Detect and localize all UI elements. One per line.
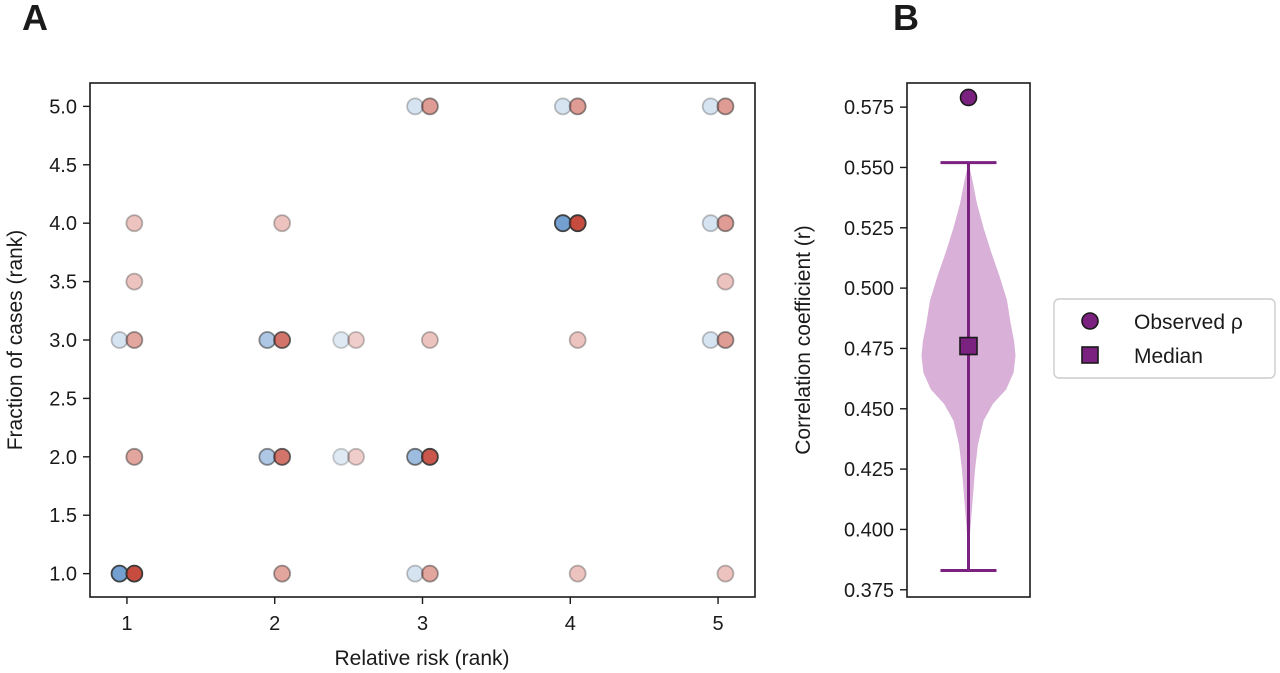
scatter-point-red xyxy=(273,447,292,466)
x-tick-label: 4 xyxy=(565,613,576,635)
scatter-point-red xyxy=(125,564,144,583)
panel-letter-a: A xyxy=(22,0,48,38)
y-axis-ticks-b: 0.375 0.400 0.425 0.450 0.475 0.500 0.525 0.550… xyxy=(844,97,907,602)
plot-frame-a xyxy=(89,82,756,598)
scatter-point-blue xyxy=(258,447,277,466)
x-axis-ticks: 1 2 3 4 5 xyxy=(121,597,724,635)
y-tick-label-b: 0.475 xyxy=(844,338,894,360)
scatter-points xyxy=(110,97,735,583)
x-tick-label: 5 xyxy=(712,613,723,635)
scatter-point-blue xyxy=(701,97,720,116)
x-tick-label: 2 xyxy=(269,613,280,635)
median-marker xyxy=(959,336,978,356)
y-tick-label: 5.0 xyxy=(49,96,77,118)
scatter-point-red xyxy=(273,564,292,583)
scatter-point-blue xyxy=(701,331,720,349)
scatter-point-red xyxy=(125,447,144,466)
scatter-point-red xyxy=(125,214,144,233)
legend: Observed ρ Median xyxy=(1053,298,1276,379)
scatter-point-red xyxy=(716,331,735,349)
x-tick-label: 1 xyxy=(121,613,132,635)
legend-median-marker xyxy=(1081,346,1099,364)
y-tick-label-b: 0.375 xyxy=(844,580,894,602)
y-tick-label-b: 0.575 xyxy=(844,97,894,119)
scatter-point-red xyxy=(125,272,144,291)
y-tick-label: 2.5 xyxy=(49,388,77,410)
scatter-point-red xyxy=(420,331,439,349)
y-axis-label-b: Correlation coefficient (r) xyxy=(792,225,815,455)
scatter-point-red xyxy=(716,564,735,583)
legend-box xyxy=(1053,298,1276,379)
y-tick-label: 3.0 xyxy=(49,330,77,352)
scatter-point-blue xyxy=(701,214,720,233)
scatter-point-red xyxy=(420,447,439,466)
y-tick-label-b: 0.500 xyxy=(844,278,894,300)
scatter-point-red xyxy=(568,331,587,349)
legend-observed-marker xyxy=(1081,312,1099,330)
y-tick-label: 2.0 xyxy=(49,447,77,469)
y-axis-label: Fraction of cases (rank) xyxy=(4,230,27,451)
y-tick-label-b: 0.450 xyxy=(844,399,894,421)
scatter-point-red xyxy=(273,214,292,233)
y-tick-label: 4.0 xyxy=(49,213,77,235)
y-tick-label: 4.5 xyxy=(49,155,77,177)
scatter-point-blue xyxy=(553,214,572,233)
y-axis-ticks: 1.0 1.5 2.0 2.5 3.0 3.5 4.0 4.5 5.0 xyxy=(49,96,90,586)
y-tick-label-b: 0.425 xyxy=(844,459,894,481)
scatter-point-red xyxy=(716,214,735,233)
scatter-point-red xyxy=(420,564,439,583)
scatter-point-red xyxy=(347,447,365,466)
scatter-point-red xyxy=(568,97,587,116)
scatter-point-blue xyxy=(332,447,351,466)
scatter-point-blue xyxy=(110,331,129,349)
scatter-point-red xyxy=(125,331,144,349)
scatter-point-red xyxy=(716,272,735,291)
y-tick-label-b: 0.550 xyxy=(844,157,894,179)
scatter-point-blue xyxy=(406,564,425,583)
observed-rho-marker xyxy=(959,88,978,107)
scatter-point-blue xyxy=(258,331,277,349)
y-tick-label: 1.0 xyxy=(49,564,77,586)
legend-observed-label: Observed ρ xyxy=(1134,311,1243,334)
scatter-point-red xyxy=(568,214,587,233)
scatter-point-red xyxy=(568,564,587,583)
y-tick-label: 3.5 xyxy=(49,272,77,294)
scatter-panel-a: 1 2 3 4 5 1.0 1.5 2.0 2.5 3.0 3.5 4.0 4.5 5.0 Relati… xyxy=(4,82,756,670)
scatter-point-red xyxy=(716,97,735,116)
y-tick-label-b: 0.525 xyxy=(844,218,894,240)
scatter-point-blue xyxy=(406,97,425,116)
scatter-point-blue xyxy=(110,564,129,583)
scatter-point-red xyxy=(420,97,439,116)
violin-panel-b: 0.375 0.400 0.425 0.450 0.475 0.500 0.525 0.550… xyxy=(792,82,1031,602)
y-tick-label: 1.5 xyxy=(49,505,77,527)
y-tick-label-b: 0.400 xyxy=(844,519,894,541)
scatter-point-blue xyxy=(406,447,425,466)
x-axis-label: Relative risk (rank) xyxy=(334,647,509,670)
scatter-point-blue xyxy=(553,97,572,116)
panel-letter-b: B xyxy=(893,0,919,38)
x-tick-label: 3 xyxy=(417,613,428,635)
scatter-point-red xyxy=(273,331,292,349)
scatter-point-blue xyxy=(332,331,351,349)
scatter-point-red xyxy=(347,331,365,349)
legend-median-label: Median xyxy=(1134,345,1203,368)
